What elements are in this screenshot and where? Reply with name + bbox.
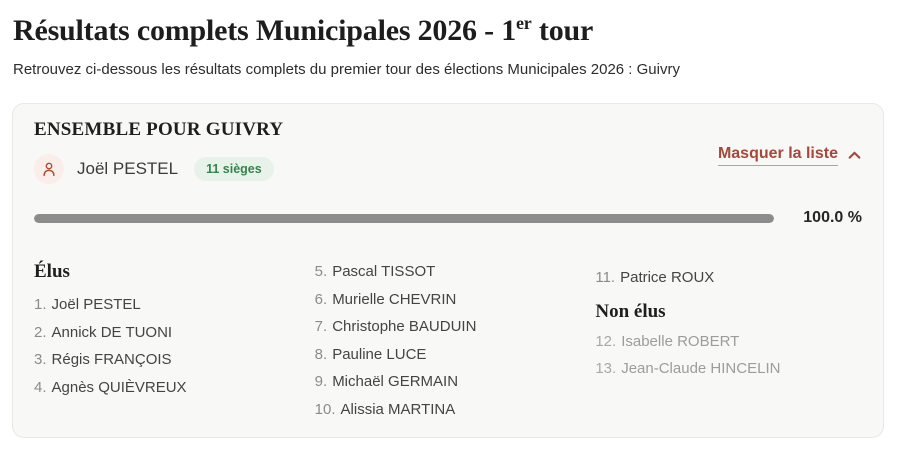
candidate-name: Isabelle ROBERT [621, 332, 740, 350]
candidate-number: 12. [595, 332, 617, 350]
candidate-number: 2. [34, 323, 47, 341]
candidate-item: 13. Jean-Claude HINCELIN [595, 360, 862, 378]
person-icon [34, 154, 64, 184]
candidate-number: 6. [314, 290, 328, 308]
candidate-name: Christophe BAUDUIN [332, 318, 477, 335]
candidate-item: 12. Isabelle ROBERT [595, 333, 862, 351]
candidate-item: 9. Michaël GERMAIN [315, 373, 582, 391]
score-percent: 100.0 % [803, 209, 862, 226]
candidate-name: Murielle CHEVRIN [332, 290, 457, 308]
candidate-name: Agnès QUIÈVREUX [51, 378, 187, 396]
toggle-list-button[interactable]: Masquer la liste [717, 144, 862, 166]
candidate-item: 8. Pauline LUCE [315, 346, 582, 364]
leader-row: Joël PESTEL 11 sièges [34, 154, 862, 184]
page-title-ordinal-suffix: er [516, 13, 532, 33]
candidate-number: 5. [314, 263, 328, 280]
candidate-name: Alissia MARTINA [340, 400, 456, 418]
section-heading: Non élus [595, 300, 666, 322]
page: Résultats complets Municipales 2026 - 1e… [12, 14, 887, 438]
progress-fill [34, 213, 774, 223]
toggle-list-label: Masquer la liste [717, 144, 838, 166]
candidate-name: Michaël GERMAIN [332, 373, 459, 390]
candidate-item: 3. Régis FRANÇOIS [34, 351, 301, 369]
candidate-item: 2. Annick DE TUONI [34, 324, 301, 342]
candidate-number: 8. [314, 345, 328, 363]
candidate-item: 1. Joël PESTEL [34, 296, 301, 314]
candidate-item: 5. Pascal TISSOT [315, 263, 582, 281]
score-progress-row: 100.0 % [34, 208, 862, 228]
candidate-item: 10. Alissia MARTINA [315, 401, 582, 419]
candidates-column-1: Élus 1. Joël PESTEL 2. Annick DE TUONI 3. Régi… [34, 257, 301, 428]
candidate-name: Pascal TISSOT [332, 263, 436, 280]
chevron-up-icon [847, 148, 862, 163]
candidate-name: Joël PESTEL [51, 296, 141, 313]
candidate-name: Jean-Claude HINCELIN [621, 360, 781, 377]
candidate-number: 11. [595, 269, 616, 286]
list-result-card: ENSEMBLE POUR GUIVRY Joël PESTEL 11 sièg… [12, 103, 884, 438]
page-title-main: Résultats complets Municipales 2026 - 1 [13, 14, 517, 47]
candidate-number: 10. [314, 400, 336, 418]
candidate-name: Pauline LUCE [332, 345, 427, 363]
candidate-item: 6. Murielle CHEVRIN [315, 291, 582, 309]
candidate-name: Régis FRANÇOIS [51, 351, 172, 368]
section-heading: Élus [34, 261, 70, 282]
seats-badge: 11 sièges [194, 157, 274, 181]
candidate-number: 13. [595, 360, 617, 377]
page-subtitle: Retrouvez ci-dessous les résultats compl… [13, 61, 680, 78]
page-title-rest: tour [531, 14, 594, 47]
candidates-column-3: 11. Patrice ROUX Non élus 12. Isabelle ROBER… [595, 257, 862, 428]
candidates-columns: Élus 1. Joël PESTEL 2. Annick DE TUONI 3. Régi… [34, 257, 862, 428]
list-name: ENSEMBLE POUR GUIVRY [34, 119, 284, 140]
candidate-item: 11. Patrice ROUX [595, 269, 862, 287]
leader-name: Joël PESTEL [77, 159, 179, 178]
candidate-number: 1. [34, 296, 47, 313]
candidate-number: 9. [314, 373, 328, 390]
progress-bar [34, 213, 774, 223]
candidate-name: Annick DE TUONI [51, 323, 173, 341]
candidate-number: 3. [34, 351, 47, 368]
candidate-item: 4. Agnès QUIÈVREUX [34, 379, 301, 397]
candidates-column-2: 5. Pascal TISSOT 6. Murielle CHEVRIN 7. Chris… [315, 257, 582, 428]
candidate-number: 7. [314, 318, 328, 335]
candidate-number: 4. [34, 378, 47, 396]
page-title: Résultats complets Municipales 2026 - 1e… [12, 14, 887, 48]
candidate-name: Patrice ROUX [620, 269, 715, 286]
candidate-item: 7. Christophe BAUDUIN [315, 318, 582, 336]
